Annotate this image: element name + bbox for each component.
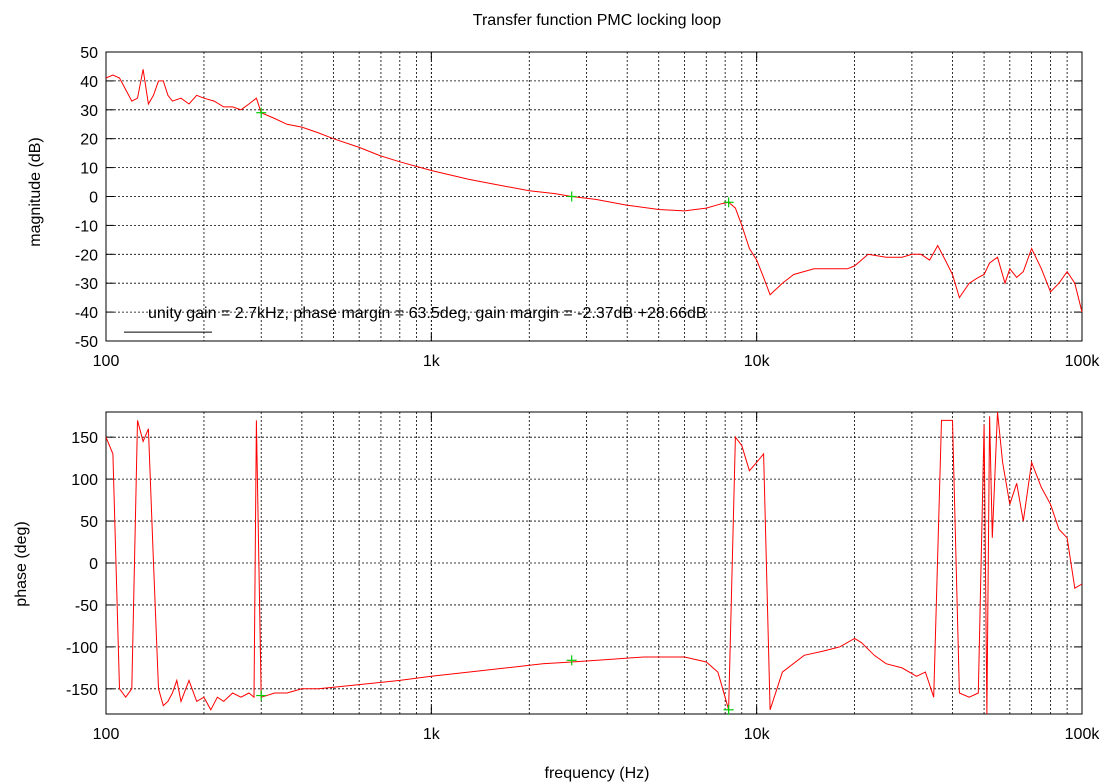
phase-x-tick-label: 100 [93,726,120,743]
phase-marker-point [256,690,267,701]
magnitude-y-tick-label: -50 [75,334,98,351]
phase-y-tick-label: 0 [89,556,98,573]
phase-grid [106,412,1082,714]
phase-y-tick-label: -100 [66,640,98,657]
phase-y-tick-label: -50 [75,598,98,615]
magnitude-series-line [105,69,1083,313]
magnitude-y-tick-label: -20 [75,247,98,264]
magnitude-marker-point [566,191,577,202]
magnitude-y-tick-label: 20 [80,132,98,149]
phase-series-line [105,411,1083,715]
phase-marker-point [723,704,734,715]
chart-title: Transfer function PMC locking loop [473,12,722,29]
magnitude-y-axis-title: magnitude (dB) [27,137,44,246]
magnitude-y-tick-label: -40 [75,305,98,322]
phase-y-axis-title: phase (deg) [13,521,30,606]
magnitude-x-tick-label: 1k [423,353,441,370]
magnitude-y-tick-label: 10 [80,161,98,178]
magnitude-grid [106,52,1082,341]
magnitude-y-tick-label: -30 [75,276,98,293]
phase-marker-point [566,655,577,666]
phase-y-tick-label: 150 [71,430,98,447]
magnitude-y-tick-label: 0 [89,190,98,207]
magnitude-x-tick-label: 10k [744,353,771,370]
magnitude-y-tick-label: -10 [75,218,98,235]
phase-x-tick-label: 100k [1065,726,1101,743]
magnitude-y-tick-label: 30 [80,103,98,120]
phase-x-tick-label: 10k [744,726,771,743]
magnitude-y-tick-label: 50 [80,45,98,62]
phase-y-tick-label: 50 [80,514,98,531]
magnitude-panel: -50 -40 -30 -20 -10 0 10 20 30 40 50 100 1k 10k 100k un… [75,45,1100,370]
phase-x-tick-label: 1k [423,726,441,743]
x-axis-title: frequency (Hz) [545,765,650,782]
magnitude-marker-point [723,197,734,208]
phase-y-tick-label: -150 [66,682,98,699]
legend-annotation: unity gain = 2.7kHz, phase margin = 63.5… [148,305,707,322]
magnitude-x-tick-label: 100k [1065,353,1101,370]
magnitude-y-tick-label: 40 [80,74,98,91]
phase-panel: -150 -100 -50 0 50 100 150 100 1k 10k 100k [66,411,1101,743]
magnitude-marker-point [256,107,267,118]
magnitude-x-tick-label: 100 [93,353,120,370]
phase-y-tick-label: 100 [71,472,98,489]
